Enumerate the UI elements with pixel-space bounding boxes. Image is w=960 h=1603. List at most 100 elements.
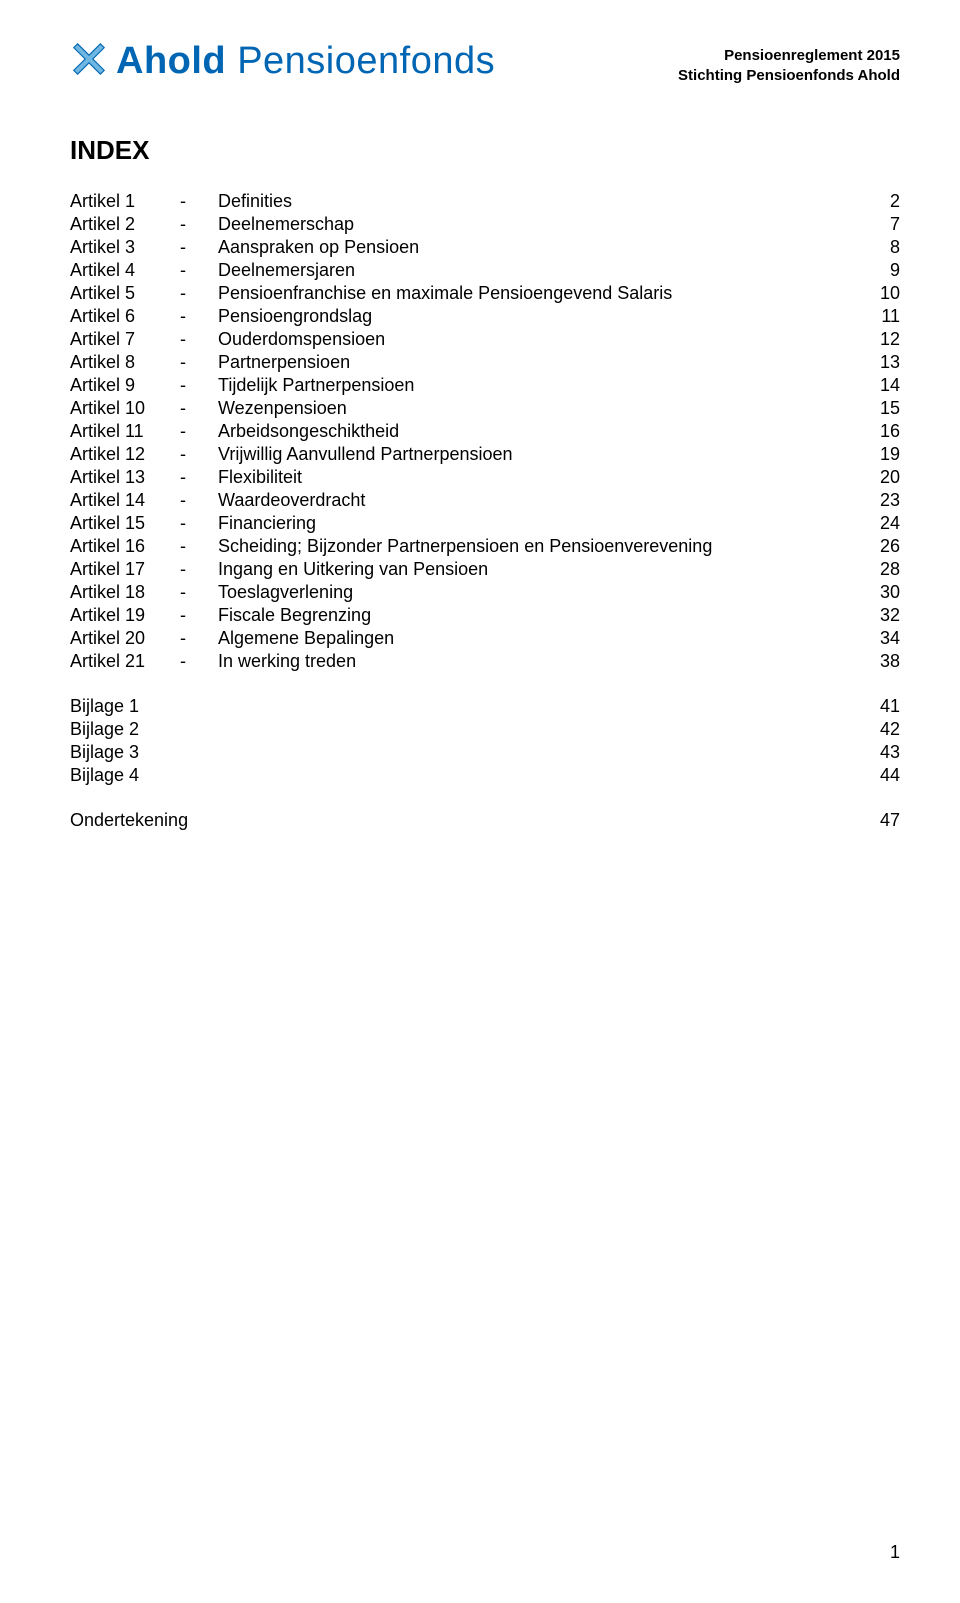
ahold-logo-icon [70,40,108,83]
toc-title: Fiscale Begrenzing [218,604,850,627]
toc-article: Artikel 6 [70,305,180,328]
toc-row: Artikel 5-Pensioenfranchise en maximale … [70,282,900,305]
toc-title: Deelnemersjaren [218,259,850,282]
toc-title: Aanspraken op Pensioen [218,236,850,259]
index-title: INDEX [70,135,900,166]
toc-dash: - [180,627,218,650]
toc-page: 19 [850,443,900,466]
toc-article: Artikel 4 [70,259,180,282]
toc-dash: - [180,305,218,328]
bijlage-row: Bijlage 141 [70,695,900,718]
toc-article: Artikel 21 [70,650,180,673]
toc-page: 14 [850,374,900,397]
toc-row: Artikel 4-Deelnemersjaren9 [70,259,900,282]
toc-dash: - [180,489,218,512]
toc-article: Artikel 19 [70,604,180,627]
header-right-line2: Stichting Pensioenfonds Ahold [678,66,900,86]
toc-page: 13 [850,351,900,374]
bijlage-row: Bijlage 242 [70,718,900,741]
signing-row: Ondertekening 47 [70,809,900,832]
bijlage-label: Bijlage 2 [70,718,850,741]
toc-article: Artikel 9 [70,374,180,397]
bijlage-table: Bijlage 141Bijlage 242Bijlage 343Bijlage… [70,695,900,787]
toc-title: Tijdelijk Partnerpensioen [218,374,850,397]
toc-page: 23 [850,489,900,512]
toc-page: 2 [850,190,900,213]
toc-dash: - [180,213,218,236]
toc-row: Artikel 21-In werking treden38 [70,650,900,673]
toc-title: Partnerpensioen [218,351,850,374]
toc-dash: - [180,397,218,420]
toc-row: Artikel 7-Ouderdomspensioen12 [70,328,900,351]
toc-dash: - [180,236,218,259]
toc-dash: - [180,374,218,397]
toc-article: Artikel 16 [70,535,180,558]
toc-row: Artikel 20-Algemene Bepalingen34 [70,627,900,650]
bijlage-page: 43 [850,741,900,764]
toc-dash: - [180,443,218,466]
toc-article: Artikel 15 [70,512,180,535]
toc-article: Artikel 13 [70,466,180,489]
toc-page: 30 [850,581,900,604]
logo-text: Ahold Pensioenfonds [116,40,495,83]
toc-row: Artikel 10-Wezenpensioen15 [70,397,900,420]
toc-article: Artikel 14 [70,489,180,512]
toc-title: Algemene Bepalingen [218,627,850,650]
toc-dash: - [180,351,218,374]
toc-page: 8 [850,236,900,259]
toc-row: Artikel 14-Waardeoverdracht23 [70,489,900,512]
toc-title: Vrijwillig Aanvullend Partnerpensioen [218,443,850,466]
toc-page: 28 [850,558,900,581]
toc-title: Waardeoverdracht [218,489,850,512]
toc-page: 15 [850,397,900,420]
toc-article: Artikel 5 [70,282,180,305]
toc-table: Artikel 1-Definities2Artikel 2-Deelnemer… [70,190,900,673]
logo-bold: Ahold [116,40,226,82]
bijlage-label: Bijlage 3 [70,741,850,764]
toc-title: Deelnemerschap [218,213,850,236]
toc-row: Artikel 12-Vrijwillig Aanvullend Partner… [70,443,900,466]
toc-dash: - [180,604,218,627]
toc-dash: - [180,650,218,673]
toc-dash: - [180,512,218,535]
header-right-line1: Pensioenreglement 2015 [678,46,900,66]
toc-title: Arbeidsongeschiktheid [218,420,850,443]
toc-row: Artikel 17-Ingang en Uitkering van Pensi… [70,558,900,581]
toc-page: 7 [850,213,900,236]
toc-title: Scheiding; Bijzonder Partnerpensioen en … [218,535,850,558]
logo-light: Pensioenfonds [226,40,495,82]
toc-dash: - [180,466,218,489]
toc-title: Wezenpensioen [218,397,850,420]
document-page: Ahold Pensioenfonds Pensioenreglement 20… [0,0,960,1603]
bijlage-page: 44 [850,764,900,787]
toc-title: Toeslagverlening [218,581,850,604]
toc-page: 12 [850,328,900,351]
toc-page: 11 [850,305,900,328]
toc-title: Pensioenfranchise en maximale Pensioenge… [218,282,850,305]
toc-page: 34 [850,627,900,650]
toc-title: Pensioengrondslag [218,305,850,328]
toc-row: Artikel 1-Definities2 [70,190,900,213]
toc-dash: - [180,420,218,443]
toc-article: Artikel 2 [70,213,180,236]
toc-row: Artikel 13-Flexibiliteit20 [70,466,900,489]
toc-row: Artikel 6-Pensioengrondslag11 [70,305,900,328]
bijlage-page: 41 [850,695,900,718]
toc-article: Artikel 7 [70,328,180,351]
toc-dash: - [180,282,218,305]
bijlage-label: Bijlage 4 [70,764,850,787]
toc-dash: - [180,558,218,581]
toc-title: Definities [218,190,850,213]
header: Ahold Pensioenfonds Pensioenreglement 20… [70,40,900,85]
toc-row: Artikel 16-Scheiding; Bijzonder Partnerp… [70,535,900,558]
toc-page: 20 [850,466,900,489]
toc-page: 9 [850,259,900,282]
toc-row: Artikel 15-Financiering24 [70,512,900,535]
toc-page: 38 [850,650,900,673]
bijlage-page: 42 [850,718,900,741]
toc-article: Artikel 3 [70,236,180,259]
toc-dash: - [180,259,218,282]
toc-row: Artikel 19-Fiscale Begrenzing32 [70,604,900,627]
toc-page: 32 [850,604,900,627]
logo-block: Ahold Pensioenfonds [70,40,495,83]
